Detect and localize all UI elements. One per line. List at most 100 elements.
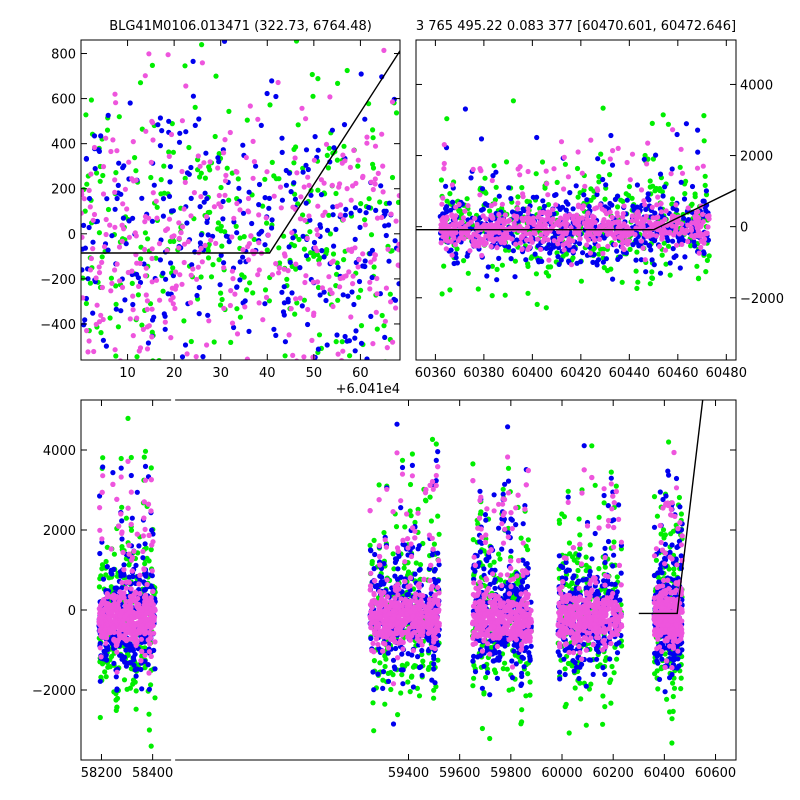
data-point	[240, 300, 246, 306]
data-point	[618, 570, 624, 576]
data-point	[321, 254, 327, 260]
data-point	[695, 127, 701, 133]
data-point	[465, 221, 472, 227]
data-point	[681, 196, 688, 202]
data-point	[290, 235, 296, 241]
data-point	[263, 294, 270, 300]
data-point	[329, 182, 335, 188]
data-point	[109, 280, 115, 286]
data-point	[615, 193, 621, 199]
data-point	[666, 472, 672, 478]
data-point	[405, 679, 411, 685]
data-point	[303, 273, 309, 279]
data-point	[500, 666, 506, 672]
data-point	[538, 232, 544, 238]
data-point	[122, 297, 128, 303]
data-point	[213, 240, 219, 246]
data-point	[605, 231, 611, 237]
data-point	[350, 281, 356, 287]
data-point	[416, 693, 423, 699]
data-point	[115, 324, 121, 330]
data-point	[524, 237, 530, 243]
data-point	[347, 353, 353, 359]
data-point	[441, 160, 447, 167]
data-point	[494, 277, 500, 283]
data-point	[271, 193, 277, 199]
data-point	[642, 231, 648, 237]
data-point	[663, 493, 669, 499]
data-point	[479, 186, 486, 192]
data-point	[525, 210, 531, 216]
data-point	[386, 222, 392, 228]
data-point	[145, 236, 151, 242]
data-point	[582, 220, 589, 226]
data-point	[655, 220, 661, 226]
data-point	[121, 562, 127, 568]
data-point	[198, 274, 204, 280]
data-point	[616, 502, 622, 508]
data-point	[346, 269, 352, 275]
data-point	[237, 314, 243, 320]
data-point	[182, 179, 188, 185]
data-point	[561, 154, 567, 160]
data-point	[312, 134, 318, 140]
data-point	[603, 256, 610, 262]
data-point	[348, 210, 354, 216]
data-point	[112, 224, 118, 230]
data-point	[379, 131, 385, 137]
data-point	[487, 735, 493, 742]
data-point	[305, 321, 311, 328]
data-point	[594, 656, 600, 662]
data-point	[539, 159, 546, 165]
data-point	[108, 148, 114, 155]
data-point	[222, 137, 228, 143]
data-point	[409, 451, 415, 457]
data-point	[142, 645, 148, 651]
data-point	[571, 668, 577, 674]
data-point	[426, 637, 432, 643]
data-point	[103, 674, 109, 680]
data-point	[113, 353, 119, 359]
data-point	[293, 144, 299, 150]
data-point	[574, 218, 581, 224]
data-point	[281, 266, 287, 272]
data-point	[475, 228, 481, 234]
data-point	[562, 666, 568, 672]
data-point	[539, 258, 545, 264]
data-point	[98, 312, 104, 318]
data-point	[525, 168, 531, 175]
data-point	[500, 486, 506, 492]
data-point	[570, 206, 576, 212]
data-point	[596, 514, 602, 520]
data-point	[205, 312, 211, 318]
data-point	[130, 574, 136, 580]
data-point	[520, 521, 526, 527]
data-point	[148, 547, 154, 553]
data-point	[315, 76, 321, 82]
data-point	[290, 204, 296, 210]
data-point	[215, 220, 221, 226]
data-point	[372, 551, 378, 558]
data-point	[454, 246, 460, 252]
data-point	[121, 226, 127, 232]
data-point	[328, 259, 335, 266]
data-point	[492, 585, 498, 591]
data-point	[262, 176, 268, 182]
data-point	[244, 117, 250, 123]
data-point	[93, 275, 99, 281]
data-point	[487, 208, 493, 214]
data-point	[695, 149, 701, 155]
data-point	[513, 522, 519, 528]
data-point	[158, 191, 164, 197]
data-point	[679, 226, 685, 232]
data-point	[619, 230, 625, 237]
data-point	[207, 209, 213, 215]
data-point	[496, 193, 502, 199]
data-point	[544, 181, 550, 187]
data-point	[273, 261, 279, 267]
data-point	[366, 196, 372, 202]
data-point	[284, 276, 290, 282]
data-point	[234, 331, 241, 337]
data-point	[609, 663, 615, 670]
data-point	[385, 650, 391, 656]
